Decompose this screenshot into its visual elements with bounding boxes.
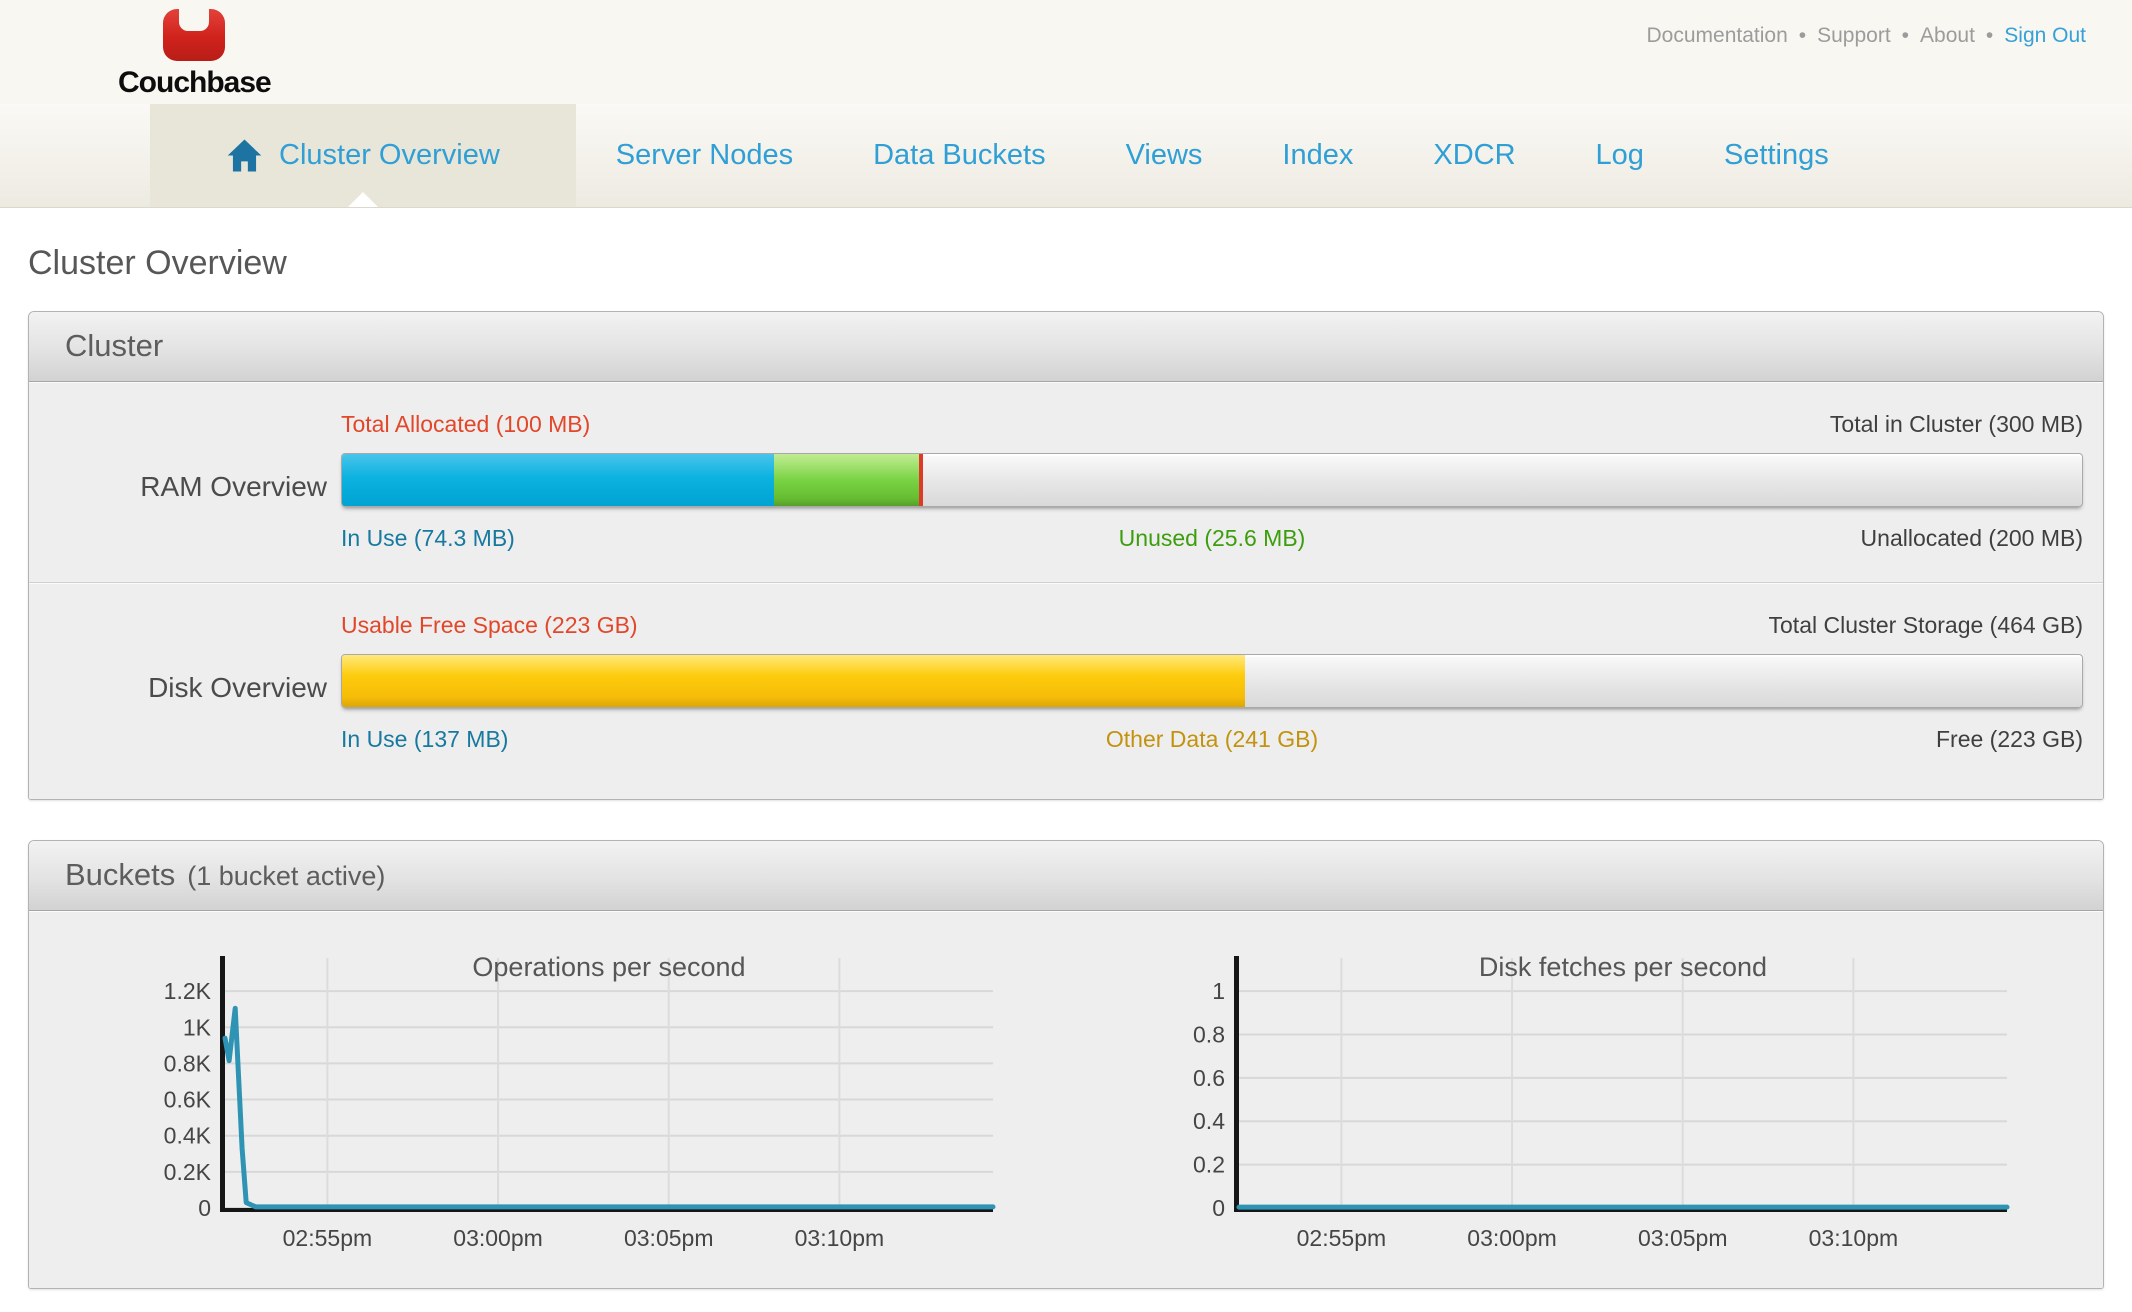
disk-overview-label: Disk Overview xyxy=(148,672,327,703)
nav-tab-settings[interactable]: Settings xyxy=(1723,139,1829,171)
svg-text:Operations per second: Operations per second xyxy=(472,952,745,982)
logo-text: Couchbase xyxy=(118,66,272,99)
disk-overview-main: Usable Free Space (223 GB) Total Cluster… xyxy=(341,612,2083,753)
svg-text:0.4: 0.4 xyxy=(1193,1108,1225,1134)
top-header: Couchbase Documentation • Support • About • Si… xyxy=(0,0,2132,104)
operations-per-second-chart: 0 0.2K 0.4K 0.6K 0.8K 1K 1.2K 02:55pm 03:00pm 03:… xyxy=(164,952,996,1251)
disk-top-labels: Usable Free Space (223 GB) Total Cluster… xyxy=(341,612,2083,639)
svg-text:0: 0 xyxy=(1212,1195,1225,1221)
svg-text:0.8K: 0.8K xyxy=(164,1050,212,1076)
disk-free-label: Free (223 GB) xyxy=(1936,726,2083,752)
disk-usage-bar xyxy=(341,654,2083,708)
bar-segment-in-use xyxy=(342,454,774,506)
cluster-panel-header: Cluster xyxy=(29,312,2103,382)
svg-text:0.8: 0.8 xyxy=(1193,1021,1225,1047)
disk-total-storage-label: Total Cluster Storage (464 GB) xyxy=(1768,612,2083,638)
logo-notch xyxy=(179,9,210,31)
buckets-panel: Buckets (1 bucket active) 0 0.2K 0.4K 0.6K 0… xyxy=(28,840,2104,1289)
ram-total-allocated-label: Total Allocated (100 MB) xyxy=(341,411,591,437)
buckets-panel-title: Buckets xyxy=(65,857,176,892)
ram-overview-row: RAM Overview Total Allocated (100 MB) To… xyxy=(29,383,2103,582)
allocated-marker xyxy=(919,454,924,506)
svg-text:03:10pm: 03:10pm xyxy=(1809,1225,1899,1251)
svg-text:0: 0 xyxy=(198,1195,211,1221)
ram-usage-bar xyxy=(341,453,2083,507)
disk-overview-row: Disk Overview Usable Free Space (223 GB)… xyxy=(29,584,2103,799)
svg-text:03:00pm: 03:00pm xyxy=(1467,1225,1557,1251)
page-title: Cluster Overview xyxy=(28,244,287,282)
cluster-panel: Cluster RAM Overview Total Allocated (10… xyxy=(28,311,2104,800)
svg-text:03:00pm: 03:00pm xyxy=(453,1225,543,1251)
disk-bottom-labels: In Use (137 MB) Other Data (241 GB) Free… xyxy=(341,726,2083,753)
svg-text:1.2K: 1.2K xyxy=(164,978,212,1004)
svg-text:0.2K: 0.2K xyxy=(164,1159,212,1185)
nav-tab-data-buckets[interactable]: Data Buckets xyxy=(873,139,1046,171)
svg-text:02:55pm: 02:55pm xyxy=(1297,1225,1387,1251)
bar-segment-used-plus-other xyxy=(342,655,1246,707)
link-separator: • xyxy=(1798,24,1807,47)
nav-tab-server-nodes[interactable]: Server Nodes xyxy=(615,139,794,171)
cluster-panel-body: RAM Overview Total Allocated (100 MB) To… xyxy=(29,382,2103,799)
svg-text:1K: 1K xyxy=(183,1014,212,1040)
utility-links: Documentation • Support • About • Sign Out xyxy=(1647,24,2087,48)
svg-text:0.6K: 0.6K xyxy=(164,1087,212,1113)
buckets-panel-header: Buckets (1 bucket active) xyxy=(29,841,2103,911)
disk-fetches-per-second-chart: 0 0.2 0.4 0.6 0.8 1 02:55pm 03:00pm 03:05pm 03:10… xyxy=(1193,952,2010,1251)
nav-tab-label: Cluster Overview xyxy=(279,139,500,171)
nav-tab-index[interactable]: Index xyxy=(1282,139,1354,171)
svg-text:03:05pm: 03:05pm xyxy=(1638,1225,1728,1251)
svg-text:Disk fetches per second: Disk fetches per second xyxy=(1479,952,1767,982)
buckets-panel-body: 0 0.2K 0.4K 0.6K 0.8K 1K 1.2K 02:55pm 03:00pm 03:… xyxy=(29,911,2103,1288)
link-separator: • xyxy=(1901,24,1910,47)
svg-text:03:10pm: 03:10pm xyxy=(795,1225,885,1251)
svg-text:03:05pm: 03:05pm xyxy=(624,1225,714,1251)
link-separator: • xyxy=(1985,24,1994,47)
svg-text:1: 1 xyxy=(1212,978,1225,1004)
main-nav: Cluster Overview Server Nodes Data Bucke… xyxy=(0,104,2132,208)
disk-usable-free-space-label: Usable Free Space (223 GB) xyxy=(341,612,638,638)
svg-text:0.2: 0.2 xyxy=(1193,1152,1225,1178)
disk-other-data-label: Other Data (241 GB) xyxy=(1105,726,1319,752)
about-link[interactable]: About xyxy=(1920,24,1975,47)
content: Cluster Overview Cluster RAM Overview To… xyxy=(0,244,2132,1289)
nav-tab-xdcr[interactable]: XDCR xyxy=(1433,139,1516,171)
ram-top-labels: Total Allocated (100 MB) Total in Cluste… xyxy=(341,411,2083,438)
ram-bottom-labels: In Use (74.3 MB) Unused (25.6 MB) Unallo… xyxy=(341,525,2083,552)
svg-text:0.4K: 0.4K xyxy=(164,1123,212,1149)
bar-segment-unused xyxy=(773,454,922,506)
nav-tab-log[interactable]: Log xyxy=(1595,139,1644,171)
buckets-panel-subtitle: (1 bucket active) xyxy=(187,861,386,891)
cluster-panel-title: Cluster xyxy=(65,328,164,363)
nav-tab-views[interactable]: Views xyxy=(1125,139,1203,171)
ram-total-in-cluster-label: Total in Cluster (300 MB) xyxy=(1829,411,2083,437)
ram-overview-label: RAM Overview xyxy=(140,471,327,502)
row-divider xyxy=(29,582,2103,584)
documentation-link[interactable]: Documentation xyxy=(1646,24,1788,47)
couchbase-logo: Couchbase xyxy=(118,0,272,100)
ram-in-use-label: In Use (74.3 MB) xyxy=(341,525,515,551)
home-icon xyxy=(226,138,263,173)
disk-in-use-label: In Use (137 MB) xyxy=(341,726,509,752)
svg-text:02:55pm: 02:55pm xyxy=(283,1225,373,1251)
sign-out-link[interactable]: Sign Out xyxy=(2004,24,2086,47)
support-link[interactable]: Support xyxy=(1817,24,1891,47)
ram-unallocated-label: Unallocated (200 MB) xyxy=(1860,525,2083,551)
nav-tab-cluster-overview[interactable]: Cluster Overview xyxy=(150,104,576,207)
couchbase-logo-icon xyxy=(163,9,226,61)
ram-overview-main: Total Allocated (100 MB) Total in Cluste… xyxy=(341,411,2083,552)
svg-text:0.6: 0.6 xyxy=(1193,1065,1225,1091)
ram-unused-label: Unused (25.6 MB) xyxy=(1118,525,1306,551)
